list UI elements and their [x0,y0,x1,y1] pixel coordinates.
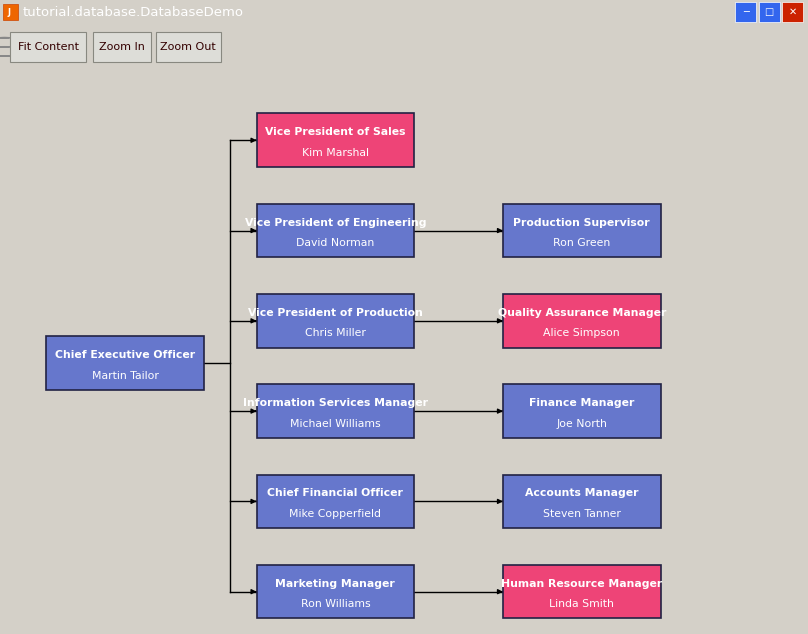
FancyBboxPatch shape [503,384,661,438]
FancyBboxPatch shape [782,2,803,22]
FancyBboxPatch shape [503,565,661,619]
Text: Linda Smith: Linda Smith [549,599,614,609]
Text: Production Supervisor: Production Supervisor [513,217,650,228]
Text: Information Services Manager: Information Services Manager [243,398,427,408]
Text: Chief Executive Officer: Chief Executive Officer [55,350,196,360]
FancyBboxPatch shape [759,2,780,22]
Text: Human Resource Manager: Human Resource Manager [501,579,663,589]
FancyBboxPatch shape [93,32,151,61]
FancyBboxPatch shape [257,204,414,257]
Text: Alice Simpson: Alice Simpson [544,328,620,339]
Text: □: □ [764,7,774,17]
Text: J: J [7,8,11,16]
FancyBboxPatch shape [503,475,661,528]
FancyBboxPatch shape [257,565,414,619]
Text: Marketing Manager: Marketing Manager [276,579,395,589]
Text: Fit Content: Fit Content [18,42,78,52]
Text: Chris Miller: Chris Miller [305,328,366,339]
Text: tutorial.database.DatabaseDemo: tutorial.database.DatabaseDemo [23,6,244,18]
Text: Quality Assurance Manager: Quality Assurance Manager [498,308,666,318]
FancyBboxPatch shape [3,4,18,20]
Text: Kim Marshal: Kim Marshal [302,148,368,158]
Text: Ron Williams: Ron Williams [301,599,370,609]
FancyBboxPatch shape [156,32,221,61]
FancyBboxPatch shape [503,204,661,257]
Text: ─: ─ [743,7,749,17]
Text: Martin Tailor: Martin Tailor [92,370,158,380]
FancyBboxPatch shape [257,113,414,167]
Text: Vice President of Engineering: Vice President of Engineering [245,217,426,228]
Text: Joe North: Joe North [557,418,607,429]
FancyBboxPatch shape [257,294,414,347]
FancyBboxPatch shape [257,475,414,528]
Text: Zoom In: Zoom In [99,42,145,52]
Text: Ron Green: Ron Green [553,238,610,248]
Text: Accounts Manager: Accounts Manager [525,489,638,498]
FancyBboxPatch shape [46,337,204,390]
Text: Chief Financial Officer: Chief Financial Officer [267,489,403,498]
FancyBboxPatch shape [257,384,414,438]
Text: Zoom Out: Zoom Out [161,42,216,52]
Text: David Norman: David Norman [297,238,374,248]
FancyBboxPatch shape [735,2,756,22]
FancyBboxPatch shape [503,294,661,347]
Text: ✕: ✕ [789,7,797,17]
Text: Vice President of Sales: Vice President of Sales [265,127,406,138]
FancyBboxPatch shape [10,32,86,61]
Text: Finance Manager: Finance Manager [529,398,634,408]
Text: Michael Williams: Michael Williams [290,418,381,429]
Text: Mike Copperfield: Mike Copperfield [289,509,381,519]
Text: Steven Tanner: Steven Tanner [543,509,621,519]
Text: Vice President of Production: Vice President of Production [248,308,423,318]
